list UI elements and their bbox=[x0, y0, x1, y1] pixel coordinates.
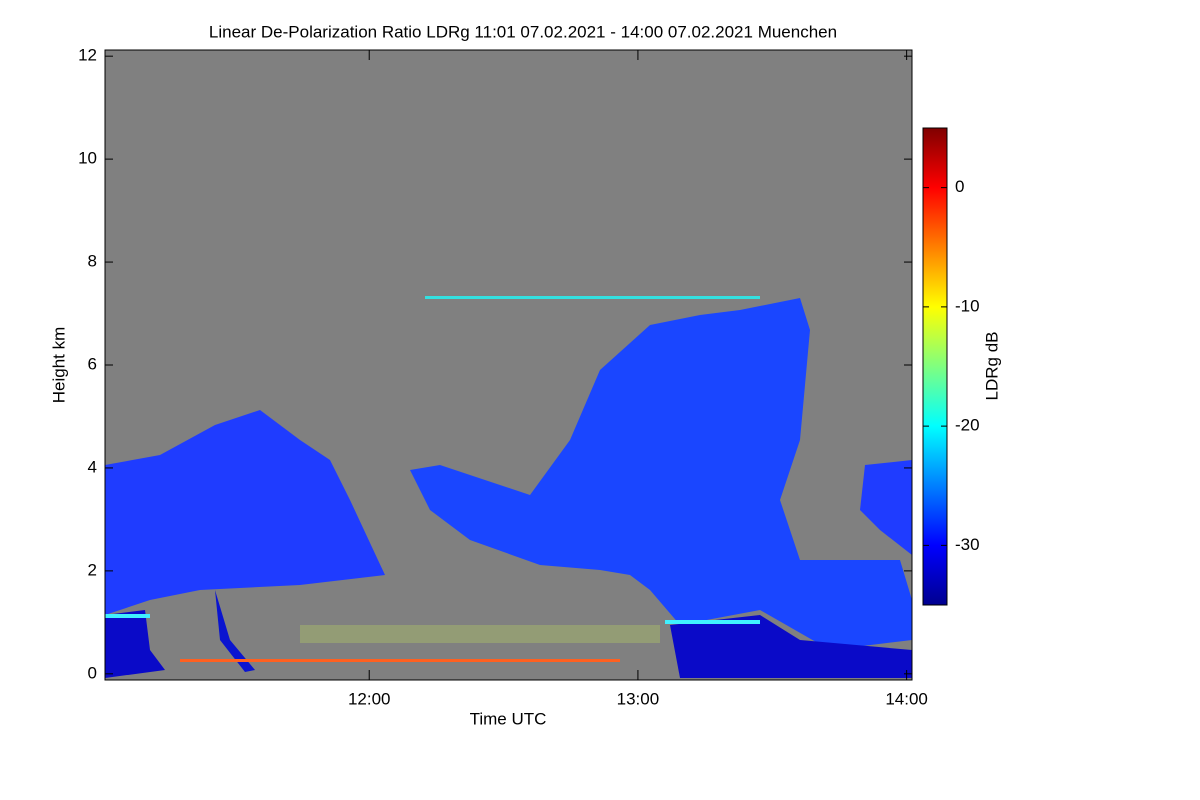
y-tick-label: 6 bbox=[88, 354, 97, 373]
x-tick-label: 13:00 bbox=[617, 689, 660, 708]
colorbar-tick-label: -20 bbox=[955, 416, 980, 435]
low-region bbox=[670, 615, 912, 678]
low-region bbox=[105, 610, 165, 678]
y-tick-label: 10 bbox=[78, 149, 97, 168]
cloud-region bbox=[410, 298, 912, 650]
x-axis-label: Time UTC bbox=[470, 709, 547, 728]
colorbar-label: LDRg dB bbox=[982, 332, 1001, 401]
y-tick-label: 4 bbox=[88, 457, 97, 476]
colorbar-tick-label: -30 bbox=[955, 535, 980, 554]
y-tick-label: 8 bbox=[88, 252, 97, 271]
colorbar-tick-label: 0 bbox=[955, 177, 964, 196]
x-tick-label: 14:00 bbox=[885, 689, 928, 708]
colorbar-tick-label: -10 bbox=[955, 296, 980, 315]
y-tick-label: 2 bbox=[88, 560, 97, 579]
low-region bbox=[215, 590, 255, 672]
layer-line bbox=[180, 659, 620, 662]
cloud-region bbox=[860, 460, 912, 555]
y-tick-label: 0 bbox=[88, 663, 97, 682]
cloud-region bbox=[105, 410, 385, 615]
y-axis-label: Height km bbox=[49, 327, 68, 404]
layer-line bbox=[105, 614, 150, 618]
heatmap-image bbox=[105, 296, 912, 678]
x-tick-label: 12:00 bbox=[348, 689, 391, 708]
y-tick-label: 12 bbox=[78, 46, 97, 65]
colorbar bbox=[922, 127, 948, 606]
layer-line bbox=[425, 296, 760, 299]
layer-line bbox=[665, 620, 760, 624]
chart-title: Linear De-Polarization Ratio LDRg 11:01 … bbox=[209, 22, 837, 41]
aerosol-speckle bbox=[300, 625, 660, 643]
